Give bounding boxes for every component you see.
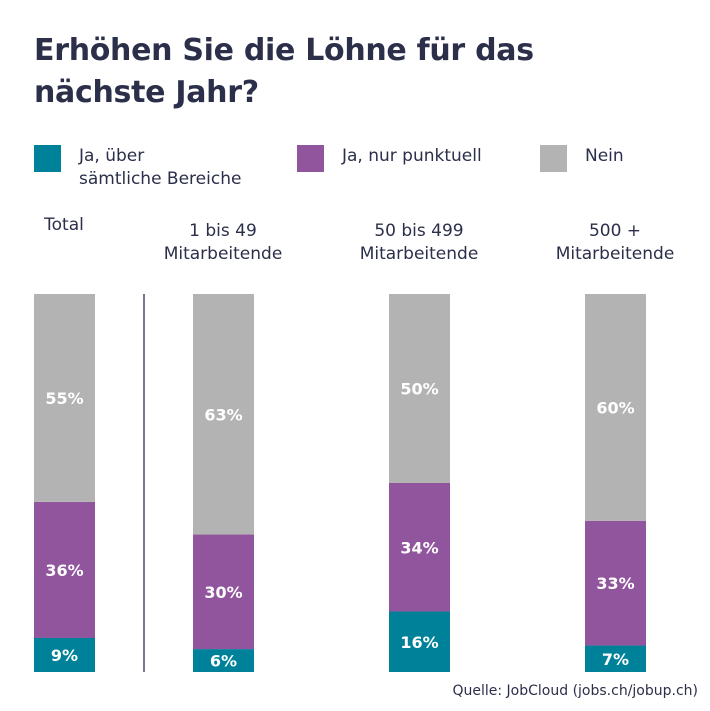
legend-swatch [297,145,324,172]
data-label: 33% [596,574,634,593]
data-label: 9% [51,646,78,665]
data-label: 34% [400,538,438,557]
category-line2: Mitarbeitende [163,244,283,264]
legend-item-nein: Nein [540,145,624,172]
category-line2: Mitarbeitende [359,244,479,264]
bar-segment [585,645,646,672]
legend-label: Ja, über sämtliche Bereiche [79,145,241,191]
data-label: 60% [596,398,634,417]
legend-swatch [540,145,567,172]
data-label: 30% [204,583,242,602]
category-label-1-49: 1 bis 49 Mitarbeitende [143,220,303,266]
category-line2: Mitarbeitende [555,244,675,264]
data-label: 16% [400,633,438,652]
bar-segment [193,294,254,535]
legend-item-ja-punktuell: Ja, nur punktuell [297,145,482,172]
category-label-50-499: 50 bis 499 Mitarbeitende [339,220,499,266]
bar-segment [193,534,254,650]
bar-segment [389,294,450,483]
data-label: 50% [400,380,438,399]
data-label: 7% [602,650,629,669]
category-label-total: Total [0,214,144,237]
legend-item-ja-saemtliche: Ja, über sämtliche Bereiche [34,145,241,191]
category-line2: Total [44,215,84,235]
category-label-500-plus: 500 + Mitarbeitende [535,220,695,266]
legend-label-line: Ja, über [79,146,145,166]
bar-segment [34,637,95,672]
legend-swatch [34,145,61,172]
bar-segment [585,294,646,521]
bar-segment [389,483,450,612]
category-line1: 1 bis 49 [189,221,257,241]
bar-segment [34,294,95,502]
bar-segment [389,611,450,672]
source-note: Quelle: JobCloud (jobs.ch/jobup.ch) [452,683,698,699]
legend-label-line: sämtliche Bereiche [79,169,242,189]
chart-title: Erhöhen Sie die Löhne für das nächste Ja… [34,33,534,110]
data-label: 55% [45,389,83,408]
bar-segment [585,520,646,646]
category-line1: 500 + [588,221,642,241]
bar-segment [34,501,95,638]
legend-label: Nein [585,146,624,166]
data-label: 36% [45,561,83,580]
data-label: 6% [210,652,237,671]
legend-label: Ja, nur punktuell [342,146,482,166]
category-line1: 50 bis 499 [374,221,464,241]
data-label: 63% [204,405,242,424]
bar-segment [193,649,254,672]
